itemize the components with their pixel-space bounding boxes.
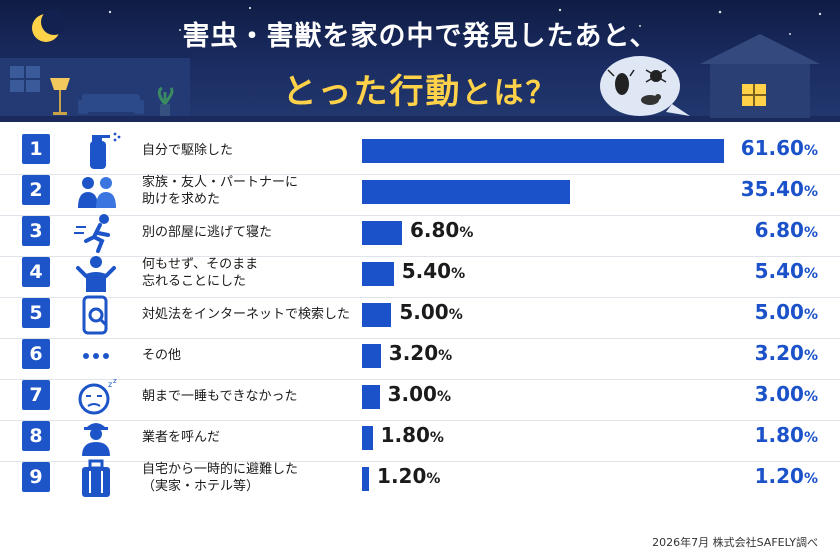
rank-badge: 5 — [22, 298, 50, 328]
value-label: 5.40% — [754, 259, 818, 283]
running-person-icon — [74, 214, 110, 253]
rank-badge: 1 — [22, 134, 50, 164]
svg-text:z: z — [113, 377, 117, 385]
bar-value-label: 3.20% — [388, 341, 453, 365]
title-line-1: 害虫・害獣を家の中で発見したあと、 — [182, 21, 658, 52]
chart-row: 8 業者を呼んだ 1.80% 1.80% — [0, 416, 840, 462]
bar — [362, 385, 380, 409]
chart-row: 4 何もせず、そのまま 忘れることにした 5.40% 5.40% — [0, 252, 840, 298]
bar — [362, 180, 571, 204]
bar-value-label: 6.80% — [409, 218, 474, 242]
people-icon — [78, 177, 116, 208]
rank-badge: 6 — [22, 339, 50, 369]
category-label: 自宅から一時的に避難した （実家・ホテル等） — [142, 462, 299, 494]
rank-badge: 8 — [22, 421, 50, 451]
svg-text:z: z — [108, 380, 112, 389]
category-label: 業者を呼んだ — [142, 429, 221, 445]
lamp-icon — [50, 78, 70, 115]
worker-icon — [82, 423, 110, 456]
rank-badge: 4 — [22, 257, 50, 287]
bugs-speech-bubble-icon — [600, 56, 690, 116]
source-footnote: 2026年7月 株式会社SAFELY調べ — [652, 536, 818, 549]
value-label: 3.00% — [754, 382, 818, 406]
phone-search-icon — [82, 295, 108, 335]
bar — [362, 303, 392, 327]
bar-value-label: 1.80% — [380, 423, 444, 447]
chart-row: 5 対処法をインターネットで検索した 5.00% 5.00% — [0, 293, 840, 339]
rank-badge: 7 — [22, 380, 50, 410]
spray-bottle-icon — [90, 132, 121, 169]
bar — [362, 467, 370, 491]
chart-row: 2 家族・友人・パートナーに 助けを求めた 35.40% — [0, 170, 840, 216]
ellipsis-icon — [83, 353, 109, 359]
chart-row: 1 自分で駆除した 61.60% — [0, 129, 840, 175]
house-icon — [700, 34, 820, 118]
rank-badge: 9 — [22, 462, 50, 492]
category-label: 別の部屋に逃げて寝た — [142, 224, 273, 240]
night-house-illustration — [0, 6, 840, 122]
bar-value-label: 3.00% — [387, 382, 452, 406]
chart-row: 6 その他 3.20% 3.20% — [0, 334, 840, 380]
bar — [362, 262, 394, 286]
value-label: 5.00% — [754, 300, 818, 324]
bar-value-label: 1.20% — [377, 464, 441, 488]
category-label: 朝まで一睡もできなかった — [142, 388, 298, 404]
category-label: 家族・友人・パートナーに 助けを求めた — [142, 175, 299, 207]
rank-badge: 2 — [22, 175, 50, 205]
category-label: 何もせず、そのまま 忘れることにした — [142, 257, 259, 289]
rank-badge: 3 — [22, 216, 50, 246]
chart-row: 3 別の部屋に逃げて寝た 6.80% 6.80% — [0, 211, 840, 257]
bar — [362, 139, 724, 163]
value-label: 3.20% — [754, 341, 818, 365]
value-label: 1.80% — [754, 423, 818, 447]
value-label: 61.60% — [740, 136, 818, 160]
bar — [362, 221, 402, 245]
bar — [362, 344, 381, 368]
title-line-2: とった行動とは？ — [0, 64, 840, 113]
bar-value-label: 5.40% — [401, 259, 466, 283]
chart-row: 9 自宅から一時的に避難した （実家・ホテル等） 1.20% 1.20% — [0, 457, 840, 503]
category-label: その他 — [142, 347, 182, 363]
bar — [362, 426, 373, 450]
value-label: 6.80% — [754, 218, 818, 242]
title-highlight: とった行動 — [282, 72, 462, 112]
bar-value-label: 5.00% — [399, 300, 463, 324]
value-label: 35.40% — [740, 177, 818, 201]
moon-icon — [32, 9, 67, 42]
header-banner: 害虫・害獣を家の中で発見したあと、 とった行動とは？ — [0, 0, 840, 122]
title-tail: とは？ — [461, 76, 558, 111]
shrug-person-icon — [76, 256, 116, 292]
chart-row: 7 z z 朝まで一睡もできなかった 3.00% 3.00% — [0, 375, 840, 421]
category-label: 対処法をインターネットで検索した — [142, 306, 351, 322]
category-label: 自分で駆除した — [142, 142, 234, 158]
value-label: 1.20% — [754, 464, 818, 488]
suitcase-icon — [82, 459, 110, 497]
